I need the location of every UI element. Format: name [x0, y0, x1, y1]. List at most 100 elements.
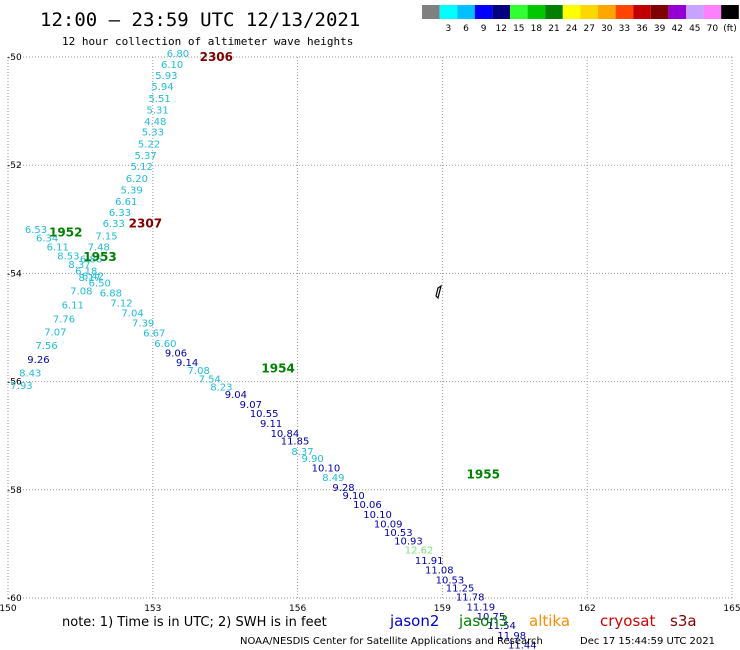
scale-swatch: [474, 5, 493, 19]
wave-height-value: 9.14: [176, 358, 198, 369]
scale-label: 33: [619, 24, 630, 34]
wave-height-value: 11.54: [487, 621, 516, 632]
lat-lon-grid: [7, 56, 733, 599]
wave-height-values: 6.806.105.935.945.515.314.485.335.225.37…: [10, 49, 536, 650]
wave-height-value: 10.09: [374, 520, 403, 531]
scale-label: 18: [531, 24, 543, 34]
satellite-legend: jason2 jason3 altika cryosat s3a: [389, 612, 697, 630]
wave-height-value: 7.07: [44, 328, 66, 339]
wave-height-value: 6.60: [154, 339, 176, 350]
wave-height-value: 10.55: [250, 409, 279, 420]
wave-height-value: 5.12: [131, 162, 153, 173]
lat-tick-label: -56: [7, 378, 22, 388]
scale-label: 36: [636, 24, 648, 34]
wave-height-value: 7.08: [188, 366, 210, 377]
wave-height-value: 10.10: [312, 463, 341, 474]
lon-tick-label: 165: [723, 604, 740, 614]
wave-height-value: 10.10: [363, 510, 392, 521]
wave-height-value: 5.33: [142, 127, 164, 138]
wave-height-value: 9.10: [342, 491, 364, 502]
pass-label: 1955: [467, 468, 500, 482]
scale-label: 21: [548, 24, 559, 34]
pass-label: 2306: [200, 50, 233, 64]
chart-title: 12:00 – 23:59 UTC 12/13/2021: [40, 9, 360, 31]
scale-label: 45: [689, 24, 700, 34]
wave-height-value: 10.93: [394, 536, 423, 547]
wave-height-value: 8.43: [19, 369, 41, 380]
wave-height-value: 4.48: [144, 117, 166, 128]
scale-swatch: [650, 5, 669, 19]
pass-label: 1954: [261, 362, 294, 376]
wave-height-value: 6.67: [143, 329, 165, 340]
wave-height-value: 6.10: [161, 60, 183, 71]
wave-height-value: 9.90: [301, 454, 323, 465]
wave-height-value: 5.93: [155, 71, 177, 82]
wave-height-value: 10.53: [384, 528, 413, 539]
scale-swatch: [545, 5, 563, 19]
wave-height-value: 8.37: [291, 447, 313, 458]
wave-height-value: 9.07: [240, 400, 262, 411]
scale-label: 6: [463, 24, 469, 34]
scale-swatch: [703, 5, 722, 19]
scale-swatch: [598, 5, 616, 19]
footer-timestamp: Dec 17 15:44:59 UTC 2021: [580, 636, 715, 647]
scale-label: 9: [481, 24, 487, 34]
wave-height-value: 11.19: [467, 602, 496, 613]
scale-swatch: [686, 5, 704, 19]
wave-height-value: 11.78: [456, 593, 485, 604]
wave-height-value: 5.37: [134, 151, 156, 162]
wave-height-value: 8.23: [210, 382, 232, 393]
wave-height-value: 6.18: [75, 266, 97, 277]
scale-swatch: [527, 5, 546, 19]
lon-tick-label: 153: [144, 604, 161, 614]
scale-label: 12: [495, 24, 506, 34]
lat-tick-label: -60: [7, 594, 22, 604]
wave-height-value: 7.76: [53, 315, 75, 326]
wave-height-value: 6.42: [82, 271, 104, 282]
satellite-legend-entry: cryosat: [600, 612, 655, 630]
pass-label: 2307: [129, 217, 162, 231]
scale-swatch: [492, 5, 510, 19]
wave-height-value: 6.33: [103, 219, 125, 230]
island-outline: [435, 284, 442, 300]
wave-height-value: 7.15: [95, 231, 117, 242]
wave-height-value: 11.85: [281, 436, 310, 447]
wave-height-value: 6.33: [109, 208, 131, 219]
scale-label: 15: [513, 24, 524, 34]
footer-note: note: 1) Time is in UTC; 2) SWH is in fe…: [62, 615, 327, 630]
lon-tick-label: 159: [434, 604, 451, 614]
wave-height-value: 9.28: [332, 483, 354, 494]
latitude-tick-labels: -50 -52 -54 -56 -58 -60: [7, 53, 22, 604]
wave-height-value: 10.06: [353, 500, 382, 511]
chart-subtitle: 12 hour collection of altimeter wave hei…: [62, 35, 353, 48]
wave-height-value: 10.53: [436, 575, 465, 586]
wave-height-value: 7.12: [110, 298, 132, 309]
scale-swatch: [721, 5, 739, 19]
pass-label: 1953: [83, 250, 116, 264]
wave-height-value: 5.31: [147, 105, 169, 116]
scale-swatch: [510, 5, 528, 19]
scale-swatch: [457, 5, 475, 19]
wave-height-value: 7.48: [88, 243, 110, 254]
scale-label: 42: [671, 24, 682, 34]
wave-height-value: 7.04: [121, 309, 143, 320]
wave-height-value: 8.49: [322, 473, 344, 484]
lat-tick-label: -58: [7, 486, 22, 496]
wave-height-value: 5.22: [138, 139, 160, 150]
satellite-legend-entry: jason2: [389, 612, 439, 630]
wave-height-value: 7.54: [199, 375, 221, 386]
satellite-legend-entry: altika: [529, 612, 570, 630]
wave-height-value: 9.11: [260, 419, 282, 430]
longitude-tick-labels: 150 153 156 159 162 165: [0, 604, 740, 614]
wave-height-value: 6.53: [25, 225, 47, 236]
scale-swatch: [439, 5, 458, 19]
wave-height-value: 8.53: [57, 251, 79, 262]
wave-height-value: 9.26: [27, 355, 49, 366]
scale-label: 27: [583, 24, 594, 34]
wave-height-value: 8.37: [68, 260, 90, 271]
scale-label: 39: [654, 24, 666, 34]
wave-height-value: 11.91: [415, 556, 444, 567]
wave-height-value: 6.11: [62, 301, 84, 312]
